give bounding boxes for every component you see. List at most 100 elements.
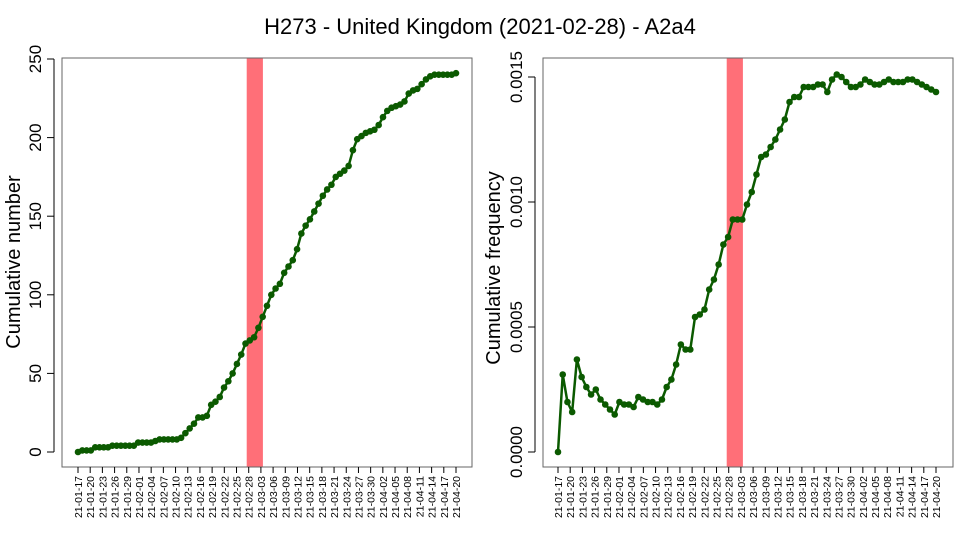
x-tick-label: 21-04-14 [907, 476, 919, 518]
data-point [186, 425, 193, 432]
x-tick-label: 21-02-28 [724, 476, 736, 518]
data-point [682, 346, 689, 353]
data-point [819, 81, 826, 88]
x-tick-label: 21-02-01 [614, 476, 626, 518]
x-tick-label: 21-04-11 [894, 476, 906, 517]
data-point [401, 98, 408, 105]
data-point [724, 233, 732, 241]
data-point [298, 230, 305, 237]
data-point [753, 171, 760, 178]
x-tick-label: 21-02-25 [232, 476, 244, 518]
data-point [620, 401, 628, 408]
x-tick-label: 21-01-26 [590, 476, 602, 518]
x-tick-label: 21-04-11 [414, 476, 426, 517]
data-point [767, 143, 774, 151]
data-point [601, 401, 609, 408]
x-tick-label: 21-03-18 [797, 476, 809, 518]
x-tick-label: 21-02-04 [626, 476, 638, 518]
cumulative-frequency-panel: 0.0000 0.0005 0.0010 0.0015 Cumulative frequ… [483, 51, 954, 518]
data-point [276, 280, 284, 288]
x-tick-label: 21-03-06 [748, 476, 760, 518]
data-point [805, 83, 812, 91]
data-point [857, 81, 864, 88]
data-point [229, 370, 236, 377]
x-tick-label: 21-02-10 [651, 476, 663, 518]
y-axis-label: Cumulative number [3, 175, 25, 349]
x-tick-label: 21-03-24 [821, 476, 833, 518]
data-point [225, 377, 232, 385]
x-tick-label: 21-01-29 [122, 476, 134, 518]
x-tick-label: 21-02-22 [219, 476, 231, 518]
data-point [554, 448, 562, 456]
y-tick-label: 200 [26, 123, 45, 151]
x-tick-label: 21-03-12 [772, 476, 784, 518]
data-point [379, 113, 387, 121]
data-point [824, 88, 831, 96]
x-tick-label: 21-01-20 [85, 476, 97, 518]
data-point [890, 78, 897, 86]
x-tick-label: 21-04-08 [402, 476, 414, 518]
data-point [578, 373, 585, 381]
data-point [800, 83, 807, 91]
y-tick-label: 0.0010 [507, 176, 526, 228]
data-point [795, 93, 803, 101]
data-point [871, 81, 878, 88]
x-tick-label: 21-02-07 [638, 476, 650, 518]
x-tick-label: 21-02-22 [699, 476, 711, 518]
x-tick-label: 21-04-14 [427, 476, 439, 518]
data-point [597, 396, 604, 403]
x-tick-label: 21-02-19 [687, 476, 699, 518]
data-point [182, 429, 189, 437]
data-point [743, 201, 751, 208]
data-point [272, 285, 279, 292]
data-point [606, 406, 614, 413]
x-tick-label: 21-01-26 [110, 476, 122, 518]
data-point [345, 162, 352, 170]
data-point [729, 216, 737, 223]
x-tick-label: 21-03-15 [305, 476, 317, 518]
data-point [310, 208, 318, 215]
x-tick-label: 21-04-17 [919, 476, 931, 518]
data-point [587, 391, 595, 398]
x-tick-label: 21-02-16 [675, 476, 687, 518]
data-point [776, 126, 784, 133]
data-point [285, 263, 292, 270]
data-point [177, 434, 185, 442]
data-point [781, 116, 789, 123]
x-tick-label: 21-03-18 [317, 476, 329, 518]
data-point [658, 396, 666, 403]
y-axis-label: Cumulative frequency [483, 171, 505, 364]
x-tick-label: 21-03-27 [833, 476, 845, 518]
x-tick-label: 21-01-20 [565, 476, 577, 518]
x-tick-label: 21-02-28 [244, 476, 256, 518]
series-line [556, 73, 937, 453]
y-tick-label: 0.0015 [507, 51, 526, 103]
data-point [573, 356, 581, 363]
data-point [720, 241, 727, 248]
data-point [341, 167, 348, 174]
data-point [668, 376, 675, 383]
data-point [328, 181, 335, 189]
cumulative-number-panel: 0 50 100 150 200 250 Cumulative number 21-01-17… [3, 45, 473, 518]
data-point [280, 269, 288, 277]
data-point [701, 306, 708, 313]
highlight-band [726, 58, 743, 467]
data-point [371, 126, 378, 134]
data-point [568, 408, 576, 416]
x-tick-label: 21-03-30 [846, 476, 858, 518]
data-point [289, 256, 297, 264]
x-tick-label: 21-01-29 [602, 476, 614, 518]
data-point [734, 216, 741, 223]
x-tick-label: 21-02-04 [146, 476, 158, 518]
data-point [268, 291, 275, 299]
plot-frame [61, 57, 473, 468]
data-point [259, 313, 267, 321]
data-point [452, 69, 460, 77]
data-point [564, 398, 571, 406]
x-tick-label: 21-04-02 [858, 476, 870, 518]
x-tick-label: 21-03-06 [268, 476, 280, 518]
data-point [630, 403, 637, 411]
data-point [237, 351, 245, 358]
x-tick-label: 21-04-05 [870, 476, 882, 518]
data-point [786, 98, 793, 106]
